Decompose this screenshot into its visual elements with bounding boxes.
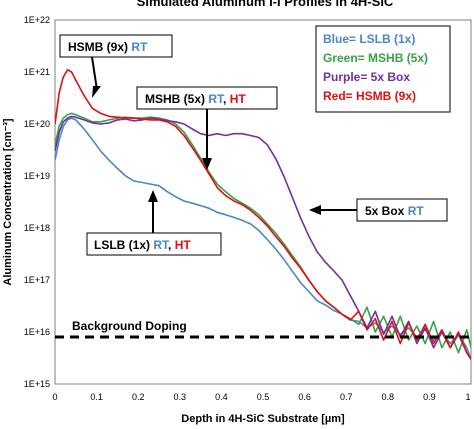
annotation-mshb-text: MSHB (5x) [145, 92, 205, 106]
x-tick-label: 0.4 [215, 392, 228, 402]
x-tick-label: 0.3 [174, 392, 187, 402]
y-tick-label: 1E+19 [24, 171, 50, 181]
svg-text:HSMB (9x) RT: HSMB (9x) RT [68, 40, 148, 54]
legend-entry-purple: Purple= 5x Box [323, 70, 410, 84]
background-doping-label: Background Doping [72, 319, 187, 333]
y-tick-label: 1E+17 [24, 275, 50, 285]
series-line-2 [55, 115, 471, 360]
y-tick-label: 1E+18 [24, 223, 50, 233]
y-tick-label: 1E+16 [24, 327, 50, 337]
x-tick-label: 0.5 [257, 392, 270, 402]
annotation-lslb-rt: RT [153, 238, 170, 252]
annotation-lslb-text: LSLB (1x) [94, 238, 150, 252]
legend-entry-red: Red= HSMB (9x) [323, 89, 416, 103]
x-tick-label: 0.1 [90, 392, 103, 402]
series-line-3 [55, 69, 471, 360]
legend-entry-green: Green= MSHB (5x) [323, 51, 428, 65]
chart-title: Simulated Aluminum I-I Profiles in 4H-Si… [137, 0, 394, 9]
y-tick-label: 1E+15 [24, 379, 50, 389]
annotation-mshb-ht: HT [230, 92, 247, 106]
svg-text:5x Box RT: 5x Box RT [365, 204, 424, 218]
annotation-lslb-ht: HT [175, 238, 192, 252]
x-tick-label: 0.2 [132, 392, 145, 402]
series-line-1 [55, 112, 471, 354]
svg-text:MSHB (5x) RT, HT: MSHB (5x) RT, HT [145, 92, 246, 106]
annotation-box-rt: RT [408, 204, 425, 218]
y-axis-label: Aluminum Concentration [cm⁻³] [2, 118, 14, 285]
x-axis-label: Depth in 4H-SiC Substrate [µm] [181, 413, 345, 425]
x-tick-label: 0.6 [298, 392, 311, 402]
annotation-box-text: 5x Box [365, 204, 405, 218]
x-tick-label: 1 [465, 392, 470, 402]
x-tick-label: 0.9 [423, 392, 436, 402]
y-tick-label: 1E+21 [24, 67, 50, 77]
annotation-hsmb-text: HSMB (9x) [68, 40, 128, 54]
annotation-hsmb: HSMB (9x) RT [59, 34, 173, 98]
annotation-hsmb-rt: RT [131, 40, 148, 54]
x-tick-label: 0 [52, 392, 57, 402]
y-tick-label: 1E+22 [24, 15, 50, 25]
legend: Blue= LSLB (1x) Green= MSHB (5x) Purple=… [315, 25, 451, 113]
annotation-box: 5x Box RT [309, 198, 448, 222]
x-tick-label: 0.8 [382, 392, 395, 402]
annotation-mshb: MSHB (5x) RT, HT [136, 86, 278, 170]
y-tick-label: 1E+20 [24, 119, 50, 129]
legend-entry-blue: Blue= LSLB (1x) [323, 32, 415, 46]
annotation-mshb-rt: RT [208, 92, 225, 106]
x-tick-label: 0.7 [340, 392, 353, 402]
svg-text:LSLB (1x) RT, HT: LSLB (1x) RT, HT [94, 238, 191, 252]
annotation-lslb: LSLB (1x) RT, HT [86, 190, 222, 256]
